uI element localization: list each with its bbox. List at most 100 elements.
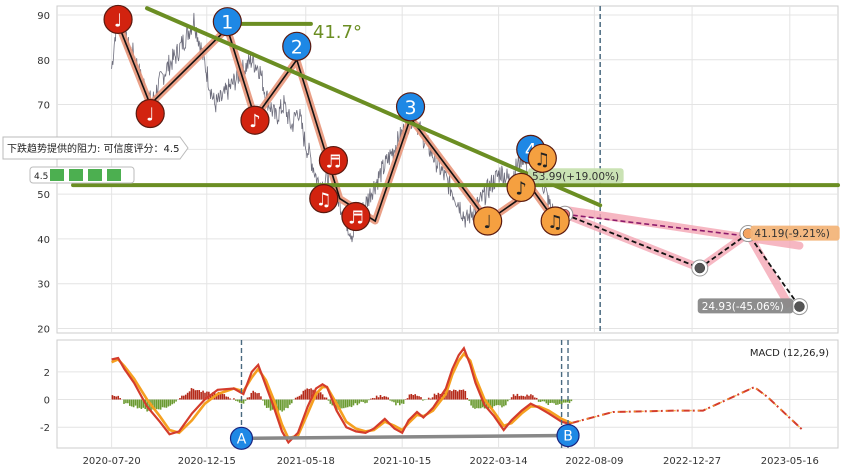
macd-histogram-bar: [123, 399, 125, 404]
macd-histogram-bar: [115, 396, 118, 400]
macd-histogram-bar: [179, 397, 181, 400]
macd-histogram-bar: [267, 399, 270, 408]
macd-histogram-bar: [327, 399, 330, 401]
macd-histogram-bar: [240, 399, 243, 404]
score-star-icon: [88, 169, 102, 181]
macd-histogram-bar: [152, 399, 154, 410]
macd-histogram-bar: [408, 394, 411, 400]
macd-histogram-bar: [370, 398, 372, 400]
macd-histogram-bar: [279, 399, 282, 411]
macd-histogram-bar: [402, 399, 405, 404]
macd-histogram-bar: [393, 399, 395, 403]
macd-histogram-bar: [530, 394, 532, 400]
macd-histogram-bar: [219, 393, 222, 400]
macd-histogram-bar: [532, 395, 534, 400]
macd-histogram-bar: [244, 399, 247, 401]
macd-histogram-bar: [433, 393, 436, 400]
macd-histogram-bar: [298, 395, 301, 400]
macd-histogram-bar: [397, 399, 399, 403]
macd-histogram-bar: [198, 390, 201, 400]
macd-histogram-bar: [501, 399, 503, 408]
macd-marker-circle: [229, 426, 254, 450]
macd-histogram-bar: [518, 396, 521, 400]
macd-histogram-bar: [132, 399, 135, 408]
macd-histogram-bar: [429, 398, 432, 400]
macd-histogram-bar: [512, 394, 515, 400]
macd-tick-label: 2: [44, 368, 50, 379]
macd-histogram-bar: [142, 399, 145, 408]
macd-histogram-bar: [562, 399, 565, 403]
price-annotation: 53.99(+19.00%): [528, 168, 624, 184]
macd-histogram-bar: [346, 399, 349, 408]
macd-histogram-bar: [354, 399, 357, 404]
price-annotation: 41.19(-9.21%): [750, 225, 840, 241]
macd-histogram-bar: [225, 396, 228, 400]
macd-histogram-bar: [516, 393, 519, 400]
x-tick-label: 2022-08-09: [565, 456, 623, 467]
macd-histogram-bar: [358, 399, 361, 404]
macd-histogram-bar: [182, 395, 185, 400]
macd-histogram-bar: [385, 396, 388, 400]
wave-marker-label: ♪: [515, 178, 527, 199]
macd-histogram-bar: [360, 399, 363, 402]
macd-histogram-bar: [310, 388, 312, 400]
macd-histogram-bar: [265, 399, 268, 409]
macd-histogram-bar: [281, 399, 283, 412]
wave-marker-circle: [282, 31, 312, 61]
macd-histogram-bar: [325, 397, 328, 400]
macd-histogram-bar: [308, 388, 310, 400]
macd-histogram-bar: [398, 399, 401, 406]
macd-histogram-bar: [348, 399, 351, 407]
macd-histogram-bar: [246, 397, 249, 400]
macd-histogram-bar: [263, 399, 266, 406]
wave-marker-label: ♩: [146, 105, 155, 126]
macd-histogram-bar: [277, 399, 280, 412]
macd-histogram-bar: [535, 397, 538, 400]
annotation-box: [750, 225, 840, 241]
macd-histogram-bar: [476, 399, 478, 409]
macd-histogram-bar: [377, 397, 380, 400]
macd-legend-label: MACD (12,26,9): [750, 348, 829, 359]
wave-line: [117, 23, 556, 223]
macd-histogram-bar: [526, 394, 528, 400]
macd-histogram-bar: [549, 399, 551, 403]
macd-histogram-bar: [128, 399, 131, 406]
macd-histogram-bar: [427, 397, 430, 400]
macd-histogram-bar: [202, 390, 204, 400]
wave-marker: ♪: [506, 172, 536, 203]
macd-tick-label: -2: [40, 423, 50, 434]
macd-histogram-bar: [188, 391, 191, 400]
macd-histogram-bar: [551, 399, 553, 403]
macd-histogram-bar: [209, 393, 212, 400]
x-tick-label: 2021-10-15: [373, 456, 431, 467]
wave-marker-label: ♩: [114, 10, 123, 31]
macd-histogram-bar: [533, 397, 536, 400]
score-label: 4.5: [34, 172, 48, 182]
macd-histogram-bar: [371, 397, 374, 400]
x-tick-label: 2020-07-20: [83, 456, 141, 467]
wave-marker: ♬: [341, 201, 371, 232]
macd-histogram-bar: [391, 399, 393, 402]
macd-histogram-bar: [460, 390, 463, 400]
macd-histogram-bar: [510, 397, 513, 400]
macd-histogram-bar: [350, 399, 353, 408]
macd-histogram-bar: [138, 399, 141, 408]
macd-histogram-bar: [435, 394, 438, 400]
macd-histogram-bar: [352, 399, 355, 406]
macd-histogram-bar: [470, 399, 472, 406]
macd-forecast-line: [570, 385, 804, 431]
wave-marker: ♫: [540, 206, 570, 236]
wave-marker-label: ♪: [249, 111, 261, 132]
macd-histogram-bar: [539, 399, 542, 402]
wave-marker-circle: [103, 4, 133, 35]
wave-marker-circle: [135, 98, 165, 129]
macd-histogram-bar: [412, 395, 415, 400]
macd-histogram-bar: [449, 390, 451, 400]
macd-marker: A: [229, 426, 254, 450]
macd-histogram-bar: [560, 399, 563, 405]
macd-histogram-bar: [119, 398, 121, 400]
macd-histogram-bar: [474, 399, 476, 409]
macd-histogram-bar: [343, 399, 345, 409]
macd-histogram-bar: [545, 399, 548, 404]
wave-marker: ♩: [135, 98, 165, 129]
